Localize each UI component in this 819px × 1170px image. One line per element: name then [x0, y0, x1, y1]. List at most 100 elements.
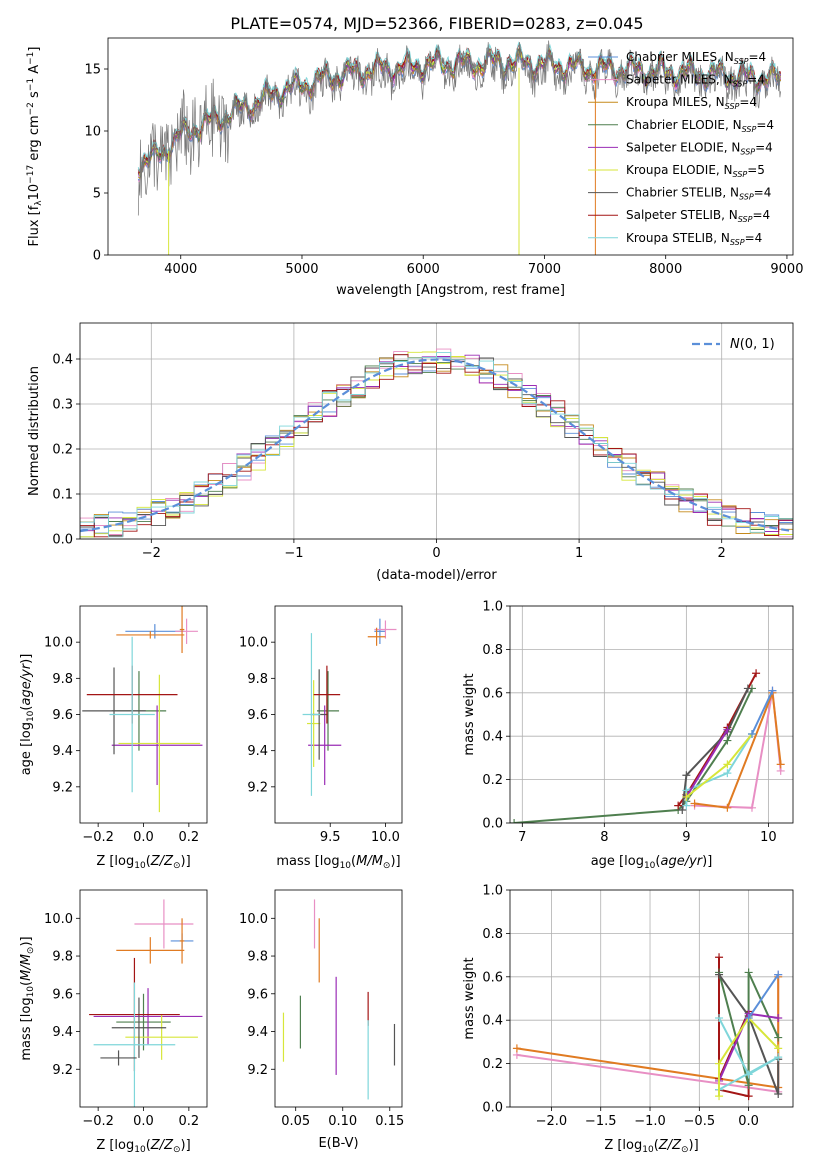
weight-marker	[723, 769, 732, 778]
errorbar	[111, 705, 203, 786]
x-tick-label: 0	[432, 546, 440, 561]
errorbars	[282, 899, 396, 1100]
weight-line	[718, 972, 780, 1086]
spectrum-axes: 4000 5000 6000 7000 8000 9000 0 5 10 15 wavelength…	[26, 37, 803, 298]
weight-marker	[723, 803, 732, 812]
weight-marker	[715, 1014, 724, 1023]
errorbar	[179, 606, 185, 654]
label-part: ⊙	[173, 861, 181, 871]
x-tick-label: 0.2	[179, 1114, 200, 1129]
y-tick-label: 0	[93, 249, 101, 264]
weight-marker	[744, 1092, 753, 1101]
weight-line	[681, 688, 749, 811]
x-tick-label: 1	[575, 546, 583, 561]
x-tick-label: 5000	[285, 262, 318, 277]
y-tick-label: 9.2	[247, 1063, 268, 1078]
y-axis-label: mass weight	[462, 673, 477, 755]
legend-subscript: SSP	[734, 57, 749, 66]
x-tick-label: 8000	[649, 262, 682, 277]
legend-label: Chabrier STELIB, NSSP=4	[626, 186, 771, 202]
x-axis-label: Z [log10(Z/Z⊙)]	[96, 854, 190, 871]
label-part: mass [log	[19, 997, 34, 1060]
y-tick-label: 0.0	[482, 1101, 503, 1116]
label-part: (	[655, 854, 660, 869]
x-tick-label: −0.2	[82, 830, 114, 845]
x-axis-label: wavelength [Angstrom, rest frame]	[336, 283, 565, 298]
legend-subscript: SSP	[738, 215, 753, 224]
y-tick-label: 0.8	[482, 927, 503, 942]
label-part: age/yr	[660, 854, 703, 869]
weight-marker	[744, 1014, 753, 1023]
x-tick-label: 10	[760, 830, 777, 845]
axes-frame	[274, 889, 403, 1108]
errorbar	[313, 665, 341, 724]
y-tick-label: 10.0	[239, 912, 268, 927]
legend-text: =4	[755, 140, 773, 154]
weight-marker	[512, 1044, 521, 1053]
y-tick-label: 9.8	[247, 950, 268, 965]
legend-text: N	[730, 337, 740, 352]
weight-marker	[774, 1033, 783, 1042]
legend-text: =5	[747, 163, 765, 177]
legend-label: Chabrier MILES, NSSP=4	[626, 50, 766, 66]
label-part: M/M	[19, 954, 34, 981]
label-part: (	[146, 854, 151, 869]
errorbar	[111, 997, 167, 1058]
figure-title: PLATE=0574, MJD=52366, FIBERID=0283, z=0…	[230, 14, 643, 33]
y-tick-label: 10.0	[239, 636, 268, 651]
legend-label: Salpeter STELIB, NSSP=4	[626, 208, 770, 224]
legend-label: Chabrier ELODIE, NSSP=4	[626, 118, 774, 134]
legend-text: Salpeter STELIB, N	[626, 208, 738, 222]
weight-marker	[768, 686, 777, 695]
label-part: ⊙	[383, 861, 391, 871]
x-axis-label: E(B-V)	[318, 1136, 358, 1151]
legend-label: N(0, 1)	[730, 337, 775, 352]
weight-marker	[715, 1059, 724, 1068]
legend-text: Chabrier STELIB, N	[626, 186, 739, 200]
x-tick-label: 0.15	[375, 1114, 404, 1129]
weight_vs_Z-axes: −2.0 −1.5 −1.0 −0.5 0.0 0.0 0.2 0.4 0.6 0.8 1.0 Z […	[462, 884, 794, 1155]
errorbar	[367, 627, 386, 646]
y-tick-label: 9.8	[52, 672, 73, 687]
legend-text: Kroupa MILES, N	[626, 95, 725, 109]
weight-marker	[723, 760, 732, 769]
x-tick-label: 0.0	[738, 1114, 759, 1129]
label-part: age/yr	[19, 662, 34, 705]
legend-text: Salpeter MILES, N	[626, 73, 733, 87]
axes-frame	[107, 37, 794, 256]
x-tick-label: −2	[142, 546, 161, 561]
weight-lines	[510, 669, 785, 823]
legend-label: Kroupa ELODIE, NSSP=5	[626, 163, 765, 179]
x-tick-label: 2	[718, 546, 726, 561]
legend-text: =4	[739, 95, 757, 109]
axes-frame	[79, 889, 208, 1108]
y-tick-label: 10.0	[44, 912, 73, 927]
label-part: 10	[340, 861, 352, 871]
y-tick-label: 9.8	[247, 672, 268, 687]
label-part: (	[351, 854, 356, 869]
label-part: A	[27, 65, 42, 78]
axes-frame	[79, 605, 208, 824]
legend-label: Salpeter MILES, NSSP=4	[626, 73, 765, 89]
x-tick-label: 7000	[528, 262, 561, 277]
x-axis-label: (data-model)/error	[376, 568, 497, 583]
y-tick-label: 9.6	[247, 708, 268, 723]
label-part: ]	[27, 47, 42, 52]
y-tick-label: 9.2	[247, 780, 268, 795]
errorbar	[125, 1014, 198, 1060]
label-part: 10	[26, 710, 36, 722]
weight-line	[514, 688, 753, 823]
errorbar	[175, 618, 198, 644]
axes-frame	[509, 605, 794, 824]
y-tick-label: 0.8	[482, 643, 503, 658]
x-tick-label: 8	[600, 830, 608, 845]
weight-marker	[510, 819, 519, 823]
weight-marker	[715, 1092, 724, 1101]
legend-subscript: SSP	[730, 238, 745, 247]
y-tick-label: 0.6	[482, 686, 503, 701]
label-part: Z/Z	[658, 1138, 682, 1153]
axes-frame	[79, 322, 794, 540]
x-tick-label: 10.0	[371, 830, 400, 845]
x-tick-label: 0.2	[179, 830, 200, 845]
